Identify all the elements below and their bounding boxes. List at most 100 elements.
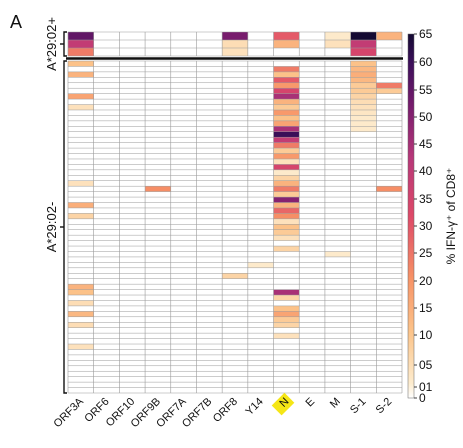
heatmap-cell (93, 93, 120, 100)
heatmap-cell (68, 48, 94, 56)
heatmap-cell (324, 207, 351, 214)
heatmap-cell (93, 229, 120, 236)
heatmap-cell (145, 202, 171, 208)
heatmap-cell (247, 229, 274, 236)
heatmap-cell (222, 197, 248, 203)
heatmap-cell (324, 88, 351, 94)
heatmap-cell (222, 382, 248, 388)
heatmap-cell (222, 213, 248, 219)
heatmap-cell (299, 295, 325, 301)
heatmap-cell (170, 273, 197, 279)
heatmap-cell (145, 256, 171, 263)
heatmap-cell (196, 88, 223, 94)
heatmap-cell (93, 338, 120, 345)
heatmap-cell (273, 382, 300, 388)
heatmap-cell (145, 137, 171, 143)
heatmap-cell (273, 316, 300, 323)
heatmap-cell (196, 289, 223, 296)
heatmap-cell (376, 202, 402, 208)
heatmap-cell (299, 365, 325, 372)
heatmap-cell (170, 256, 197, 263)
heatmap-cell (170, 137, 197, 143)
heatmap-cell (324, 240, 351, 247)
heatmap-cell (350, 48, 377, 56)
heatmap-cell (119, 115, 146, 121)
heatmap-cell (247, 169, 274, 176)
heatmap-cell (196, 120, 223, 127)
heatmap-cell (299, 344, 325, 350)
heatmap-cell (196, 61, 223, 67)
heatmap-cell (247, 93, 274, 100)
heatmap-cell (119, 88, 146, 94)
heatmap-cell (119, 387, 146, 393)
heatmap-cell (247, 207, 274, 214)
heatmap-cell (68, 148, 94, 154)
heatmap-cell (68, 66, 94, 72)
heatmap-cell (324, 311, 351, 317)
heatmap-cell (68, 338, 94, 345)
heatmap-cell (196, 164, 223, 170)
heatmap-cell (376, 251, 402, 257)
heatmap-cell (68, 186, 94, 192)
heatmap-cell (93, 360, 120, 366)
heatmap-cell (273, 197, 300, 203)
heatmap-cell (196, 267, 223, 274)
heatmap-cell (247, 99, 274, 105)
heatmap-cell (196, 354, 223, 361)
heatmap-cell (196, 229, 223, 236)
heatmap-cell (93, 218, 120, 225)
heatmap-cell (170, 180, 197, 187)
heatmap-cell (222, 240, 248, 247)
heatmap-cell (324, 246, 351, 252)
heatmap-cell (324, 169, 351, 176)
heatmap-cell (93, 295, 120, 301)
heatmap-cell (68, 99, 94, 105)
heatmap-cell (170, 66, 197, 72)
heatmap-cell (119, 262, 146, 268)
heatmap-cell (222, 164, 248, 170)
heatmap-cell (299, 218, 325, 225)
heatmap-cell (196, 360, 223, 366)
heatmap-cell (376, 295, 402, 301)
heatmap-cell (68, 240, 94, 247)
heatmap-cell (93, 61, 120, 67)
heatmap-cell (222, 371, 248, 377)
heatmap-cell (350, 235, 377, 241)
heatmap-cell (145, 246, 171, 252)
heatmap-cell (376, 82, 402, 89)
heatmap-cell (299, 229, 325, 236)
heatmap-cell (170, 115, 197, 121)
heatmap-cell (273, 246, 300, 252)
heatmap-cell (324, 32, 351, 40)
heatmap-cell (299, 120, 325, 127)
heatmap-cell (170, 365, 197, 372)
heatmap-cell (299, 186, 325, 192)
heatmap-cell (324, 256, 351, 263)
heatmap-cell (68, 278, 94, 285)
heatmap-cell (376, 360, 402, 366)
heatmap-cell (247, 387, 274, 393)
heatmap-cell (273, 349, 300, 355)
heatmap-cell (376, 148, 402, 154)
heatmap-cell (119, 77, 146, 83)
heatmap-cell (68, 284, 94, 290)
heatmap-cell (376, 61, 402, 67)
heatmap-cell (299, 224, 325, 230)
heatmap-cell (119, 48, 146, 56)
heatmap-cell (196, 169, 223, 176)
heatmap-cell (324, 284, 351, 290)
heatmap-cell (196, 142, 223, 149)
heatmap-cell (119, 148, 146, 154)
heatmap-cell (222, 126, 248, 132)
heatmap-cell (324, 322, 351, 328)
heatmap-cell (273, 278, 300, 285)
heatmap-cell (324, 48, 351, 56)
heatmap-cell (273, 175, 300, 181)
heatmap-cell (145, 349, 171, 355)
heatmap-cell (324, 273, 351, 279)
heatmap-cell (145, 284, 171, 290)
heatmap-cell (324, 251, 351, 257)
heatmap-cell (68, 71, 94, 78)
colorbar-tick-label: 25 (419, 246, 433, 260)
heatmap-cell (170, 344, 197, 350)
